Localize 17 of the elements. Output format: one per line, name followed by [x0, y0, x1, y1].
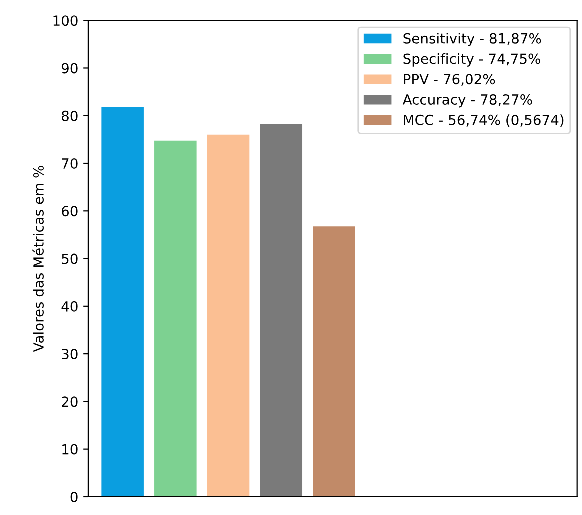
legend-label: Specificity - 74,75%	[404, 53, 540, 67]
y-tick-label: 40	[62, 301, 78, 312]
y-tick-label: 10	[62, 444, 78, 455]
y-tick-label: 50	[62, 254, 78, 264]
y-tick-label: 90	[62, 63, 78, 74]
y-tick-label: 70	[62, 158, 78, 169]
legend-label: PPV - 76,02%	[404, 74, 496, 86]
y-tick-label: 80	[62, 110, 78, 122]
y-tick-label: 60	[62, 206, 78, 217]
y-tick-label: 20	[62, 396, 78, 408]
y-axis-title: Valores das Métricas em %	[32, 166, 44, 352]
legend-label: Accuracy - 78,27%	[402, 94, 532, 108]
legend-label: MCC - 56,74% (0,5674)	[404, 114, 564, 128]
y-tick-label: 0	[70, 492, 78, 502]
legend-label: Sensitivity - 81,87%	[404, 33, 542, 47]
y-tick-label: 100	[54, 16, 78, 26]
y-tick-label: 30	[62, 349, 78, 360]
